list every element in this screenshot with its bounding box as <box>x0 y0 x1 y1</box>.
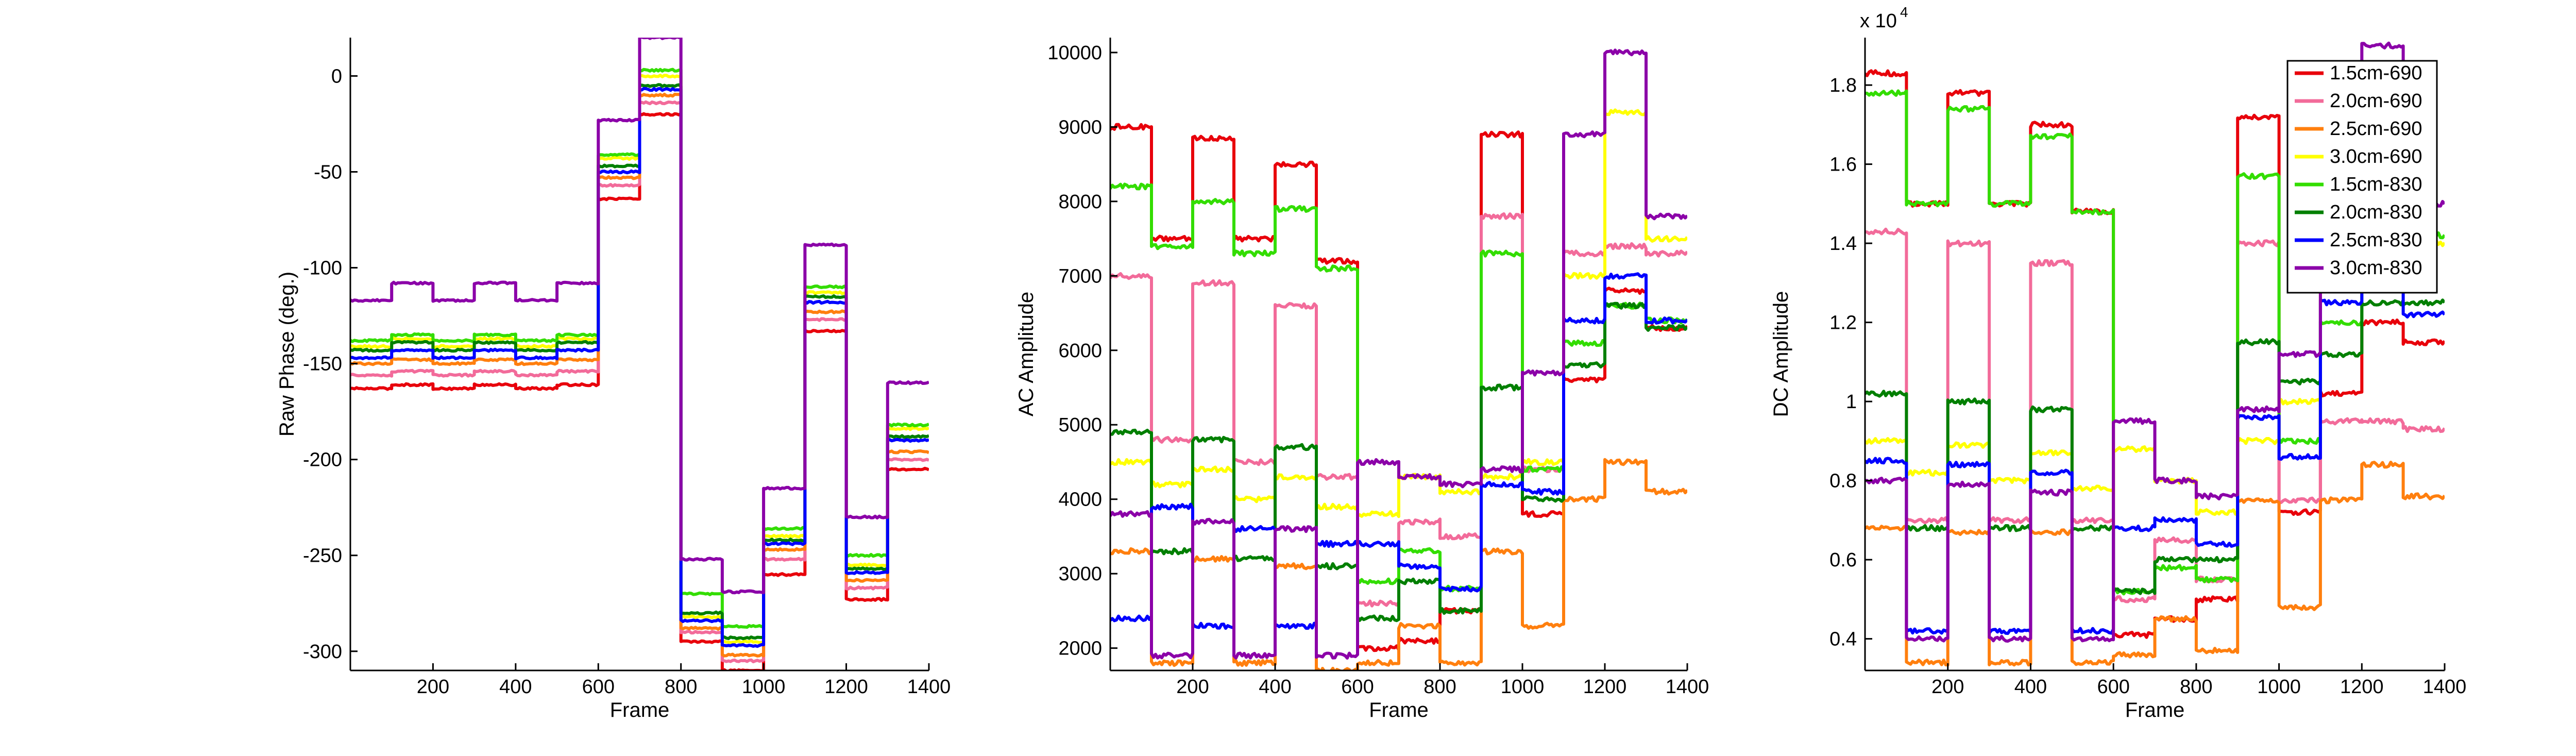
raw-phase-panel: 200 400 600 800 1000 1200 1400 0 -50 -100 -150 -200… <box>276 38 951 721</box>
y-axis-label: Raw Phase (deg.) <box>276 272 298 436</box>
x-tick-label: 200 <box>417 676 449 698</box>
x-axis-label: Frame <box>2125 699 2185 721</box>
x-tick-label: 800 <box>665 676 697 698</box>
x-tick-label: 600 <box>2097 676 2129 698</box>
x-tick-label: 1000 <box>2257 676 2301 698</box>
y-exponent-label: x 10 <box>1860 10 1897 32</box>
y-tick-label: -200 <box>303 449 342 471</box>
y-tick-label: 0 <box>331 65 342 87</box>
legend-entry: 2.5cm-690 <box>2330 118 2422 140</box>
series-line-3.0cm-690 <box>1110 108 1687 518</box>
x-tick-label: 1200 <box>1583 676 1627 698</box>
y-tick-label: 0.8 <box>1829 471 1857 492</box>
x-tick-label: 400 <box>1259 676 1291 698</box>
y-tick-label: -100 <box>303 258 342 279</box>
x-tick-label: 400 <box>2014 676 2047 698</box>
y-tick-label: 8000 <box>1058 191 1102 213</box>
x-tick-label: 1200 <box>2340 676 2384 698</box>
x-tick-label: 600 <box>1341 676 1374 698</box>
y-tick-label: -150 <box>303 354 342 375</box>
y-axis-label: AC Amplitude <box>1015 292 1038 416</box>
series-line-2.5cm-830 <box>1865 259 2445 635</box>
legend: 1.5cm-690 2.0cm-690 2.5cm-690 3.0cm-690 1.5c… <box>2286 60 2438 294</box>
y-tick-label: 9000 <box>1058 116 1102 138</box>
series-line-2.0cm-690 <box>350 100 929 664</box>
legend-entry: 3.0cm-690 <box>2330 146 2422 167</box>
y-tick-label: 1.6 <box>1829 154 1857 176</box>
ac-amplitude-panel: 200 400 600 800 1000 1200 1400 2000 3000 4000 5000… <box>1015 38 1709 721</box>
x-axis-label: Frame <box>1369 699 1429 721</box>
y-tick-label: 1 <box>1846 391 1857 413</box>
series-line-2.0cm-830 <box>1865 298 2445 595</box>
y-tick-label: 3000 <box>1058 563 1102 585</box>
y-tick-label: 6000 <box>1058 340 1102 362</box>
x-tick-label: 200 <box>1176 676 1209 698</box>
series-line-2.5cm-830 <box>1110 272 1687 630</box>
series-line-1.5cm-690 <box>350 112 929 670</box>
x-tick-label: 600 <box>582 676 615 698</box>
y-tick-label: 0.4 <box>1829 629 1857 650</box>
y-tick-label: -50 <box>314 161 342 183</box>
x-tick-label: 1400 <box>1666 676 1709 698</box>
y-tick-label: 2000 <box>1058 638 1102 660</box>
y-exponent-power: 4 <box>1900 4 1908 20</box>
y-tick-label: 0.6 <box>1829 549 1857 571</box>
series-line-3.0cm-830 <box>1110 48 1687 660</box>
legend-entry: 1.5cm-830 <box>2330 174 2422 195</box>
x-tick-label: 200 <box>1931 676 1964 698</box>
x-tick-label: 800 <box>1423 676 1456 698</box>
y-tick-label: 1.4 <box>1829 233 1857 255</box>
x-tick-label: 1400 <box>907 676 951 698</box>
y-tick-label: 5000 <box>1058 414 1102 436</box>
legend-entry: 3.0cm-830 <box>2330 257 2422 279</box>
x-tick-label: 1000 <box>1501 676 1545 698</box>
y-tick-label: 1.8 <box>1829 75 1857 96</box>
dc-amplitude-panel: 200 400 600 800 1000 1200 1400 0.4 0.6 0.8 1 1.2 1.4… <box>1770 4 2466 721</box>
y-tick-label: -250 <box>303 545 342 567</box>
series-line-2.5cm-690 <box>1110 458 1687 670</box>
y-tick-label: 4000 <box>1058 489 1102 511</box>
legend-entry: 2.0cm-830 <box>2330 201 2422 223</box>
x-tick-label: 400 <box>499 676 532 698</box>
legend-entry: 2.0cm-690 <box>2330 90 2422 112</box>
x-tick-label: 1000 <box>742 676 786 698</box>
x-axis-label: Frame <box>610 699 670 721</box>
series-line-2.5cm-690 <box>1865 461 2445 667</box>
x-tick-label: 1200 <box>824 676 868 698</box>
legend-entry: 2.5cm-830 <box>2330 229 2422 251</box>
x-tick-label: 800 <box>2180 676 2212 698</box>
y-tick-label: 7000 <box>1058 265 1102 287</box>
legend-entry: 1.5cm-690 <box>2330 62 2422 84</box>
y-tick-label: -300 <box>303 641 342 663</box>
y-tick-label: 10000 <box>1047 42 1102 64</box>
y-tick-label: 1.2 <box>1829 312 1857 334</box>
x-tick-label: 1400 <box>2423 676 2467 698</box>
series-line-3.0cm-830 <box>350 38 929 595</box>
y-axis-label: DC Amplitude <box>1770 291 1792 417</box>
series-line-2.0cm-830 <box>1110 301 1687 623</box>
series-line-2.5cm-830 <box>350 87 929 648</box>
